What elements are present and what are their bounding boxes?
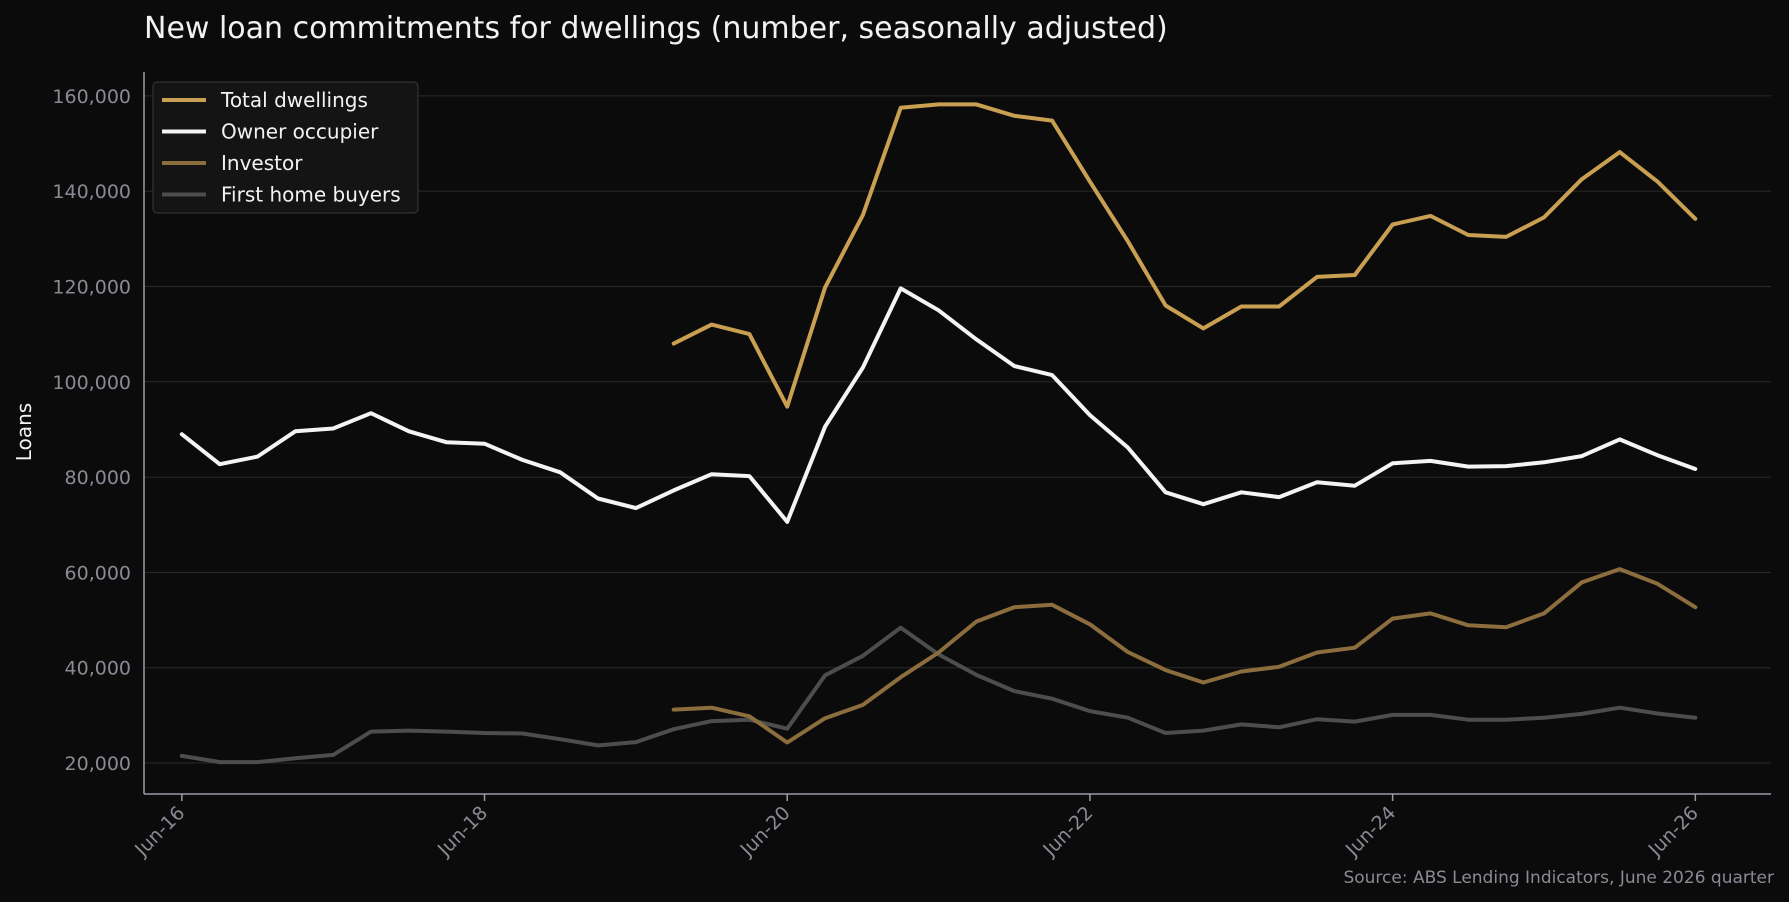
series-line-total-dwellings	[671, 102, 1698, 409]
y-tick-label: 80,000	[65, 467, 131, 489]
legend-item-investor: Investor	[162, 151, 303, 175]
legend-item-first-home-buyers: First home buyers	[162, 183, 401, 207]
y-tick-label: 140,000	[52, 181, 131, 203]
legend-item-total-dwellings: Total dwellings	[162, 88, 368, 112]
source-note: Source: ABS Lending Indicators, June 202…	[1343, 868, 1774, 888]
y-tick-label: 60,000	[65, 562, 131, 584]
legend-item-owner-occupier: Owner occupier	[162, 120, 379, 144]
y-tick-label: 20,000	[65, 753, 131, 775]
legend-label: Owner occupier	[221, 120, 379, 144]
y-tick-label: 100,000	[52, 372, 131, 394]
legend-label: Investor	[221, 151, 303, 175]
y-tick-label: 40,000	[65, 658, 131, 680]
series-line-investor	[671, 567, 1698, 745]
legend-label: First home buyers	[221, 183, 401, 207]
y-ticks: 20,000 40,000 60,000 80,000 100,000 120,000 14…	[52, 86, 131, 775]
y-tick-label: 120,000	[52, 276, 131, 298]
legend-label: Total dwellings	[220, 88, 368, 112]
chart-title: New loan commitments for dwellings (numb…	[144, 11, 1168, 46]
series-line-owner-occupier	[179, 286, 1698, 524]
y-tick-label: 160,000	[52, 86, 131, 108]
axes	[143, 72, 1771, 795]
legend: Total dwellings Owner occupier Investor Fir…	[152, 81, 419, 214]
series-lines	[179, 102, 1698, 765]
legend-box	[152, 81, 419, 214]
y-axis-label: Loans	[12, 403, 36, 461]
